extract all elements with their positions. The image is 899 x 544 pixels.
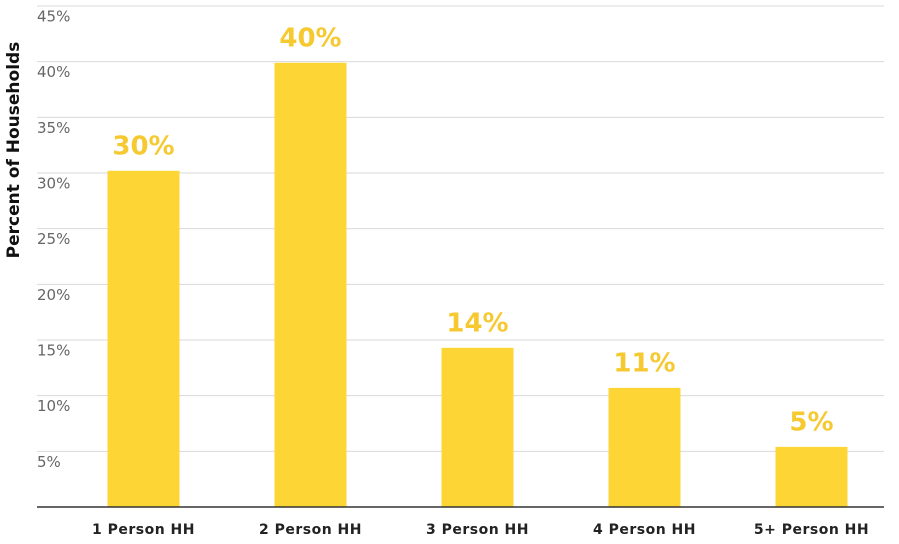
y-tick-label: 25% — [37, 230, 70, 248]
y-tick-label: 35% — [37, 119, 70, 137]
value-label: 40% — [279, 23, 341, 53]
y-tick-label: 30% — [37, 175, 70, 193]
x-tick-label: 3 Person HH — [426, 522, 529, 538]
x-tick-label: 5+ Person HH — [754, 522, 869, 538]
value-label: 11% — [613, 348, 675, 378]
value-label: 30% — [112, 131, 174, 161]
value-label: 5% — [789, 407, 833, 437]
bar — [441, 347, 514, 507]
y-tick-label: 5% — [37, 453, 61, 471]
x-tick-label: 4 Person HH — [593, 522, 696, 538]
y-tick-label: 10% — [37, 397, 70, 415]
bar — [274, 62, 347, 507]
y-tick-label: 20% — [37, 286, 70, 304]
value-label: 14% — [446, 308, 508, 338]
y-tick-label: 45% — [37, 8, 70, 26]
y-tick-label: 15% — [37, 342, 70, 360]
bar — [775, 446, 848, 507]
bar — [608, 387, 681, 507]
x-tick-label: 1 Person HH — [92, 522, 195, 538]
y-axis-title: Percent of Households — [4, 42, 24, 259]
x-tick-label: 2 Person HH — [259, 522, 362, 538]
bar — [107, 170, 180, 508]
y-tick-label: 40% — [37, 63, 70, 81]
